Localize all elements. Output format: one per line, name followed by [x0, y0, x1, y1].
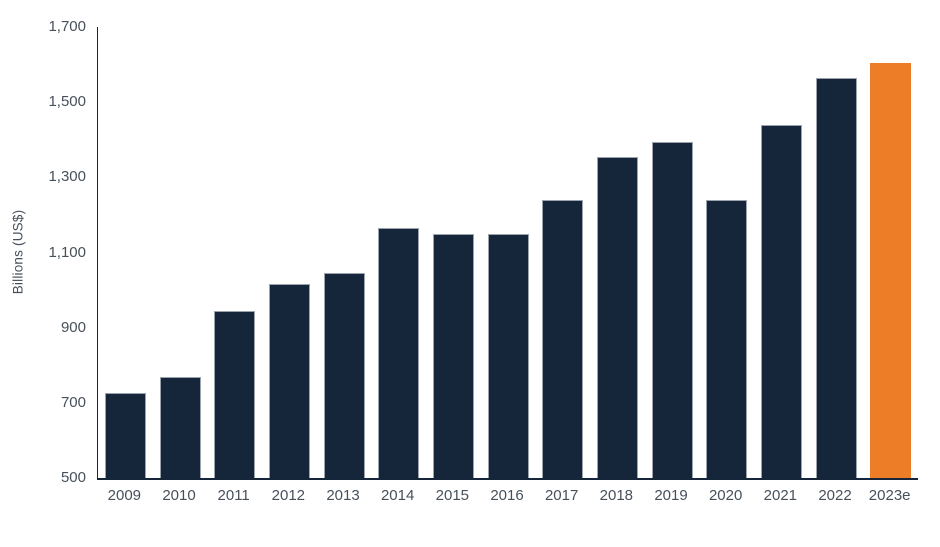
y-tick-label-1100: 1,100	[48, 243, 86, 261]
x-tick-label-2021: 2021	[763, 487, 798, 504]
x-tick-label-2023e: 2023e	[868, 487, 911, 504]
x-tick-label-2015: 2015	[435, 487, 470, 504]
bar-2013	[323, 273, 365, 478]
bar-2018	[596, 156, 638, 478]
x-tick-label-2012: 2012	[271, 487, 306, 504]
y-tick-label-700: 700	[60, 393, 86, 411]
x-tick-label-2019: 2019	[654, 487, 688, 504]
bar-2011	[214, 310, 256, 478]
y-tick-label-900: 900	[60, 318, 86, 336]
bar-2023e	[870, 62, 912, 478]
bar-2014	[378, 228, 420, 478]
x-tick-label-2022: 2022	[818, 487, 852, 504]
y-tick-label-1700: 1,700	[48, 18, 86, 35]
x-tick-label-2016: 2016	[490, 487, 524, 504]
bar-2012	[268, 284, 310, 478]
x-tick-label-2020: 2020	[708, 487, 743, 504]
x-tick-label-2013: 2013	[326, 487, 360, 504]
bar-2015	[432, 233, 474, 478]
x-tick-label-2011: 2011	[217, 487, 250, 504]
bar-2009	[104, 393, 146, 478]
x-tick-label-2014: 2014	[380, 487, 415, 504]
x-tick-label-2018: 2018	[599, 487, 634, 504]
bar-2010	[159, 376, 201, 478]
bar-2016	[487, 233, 529, 478]
x-tick-label-2009: 2009	[107, 487, 142, 504]
y-tick-label-1300: 1,300	[48, 168, 86, 186]
y-tick-label-1500: 1,500	[48, 93, 86, 111]
y-tick-label-500: 500	[60, 469, 86, 486]
bar-2021	[760, 124, 802, 478]
x-tick-label-2010: 2010	[162, 487, 196, 504]
plot-area	[97, 27, 918, 480]
bar-2019	[651, 141, 693, 478]
bar-2017	[542, 199, 584, 478]
bar-2022	[815, 77, 857, 478]
bar-2020	[706, 199, 748, 478]
x-tick-label-2017: 2017	[544, 487, 579, 504]
